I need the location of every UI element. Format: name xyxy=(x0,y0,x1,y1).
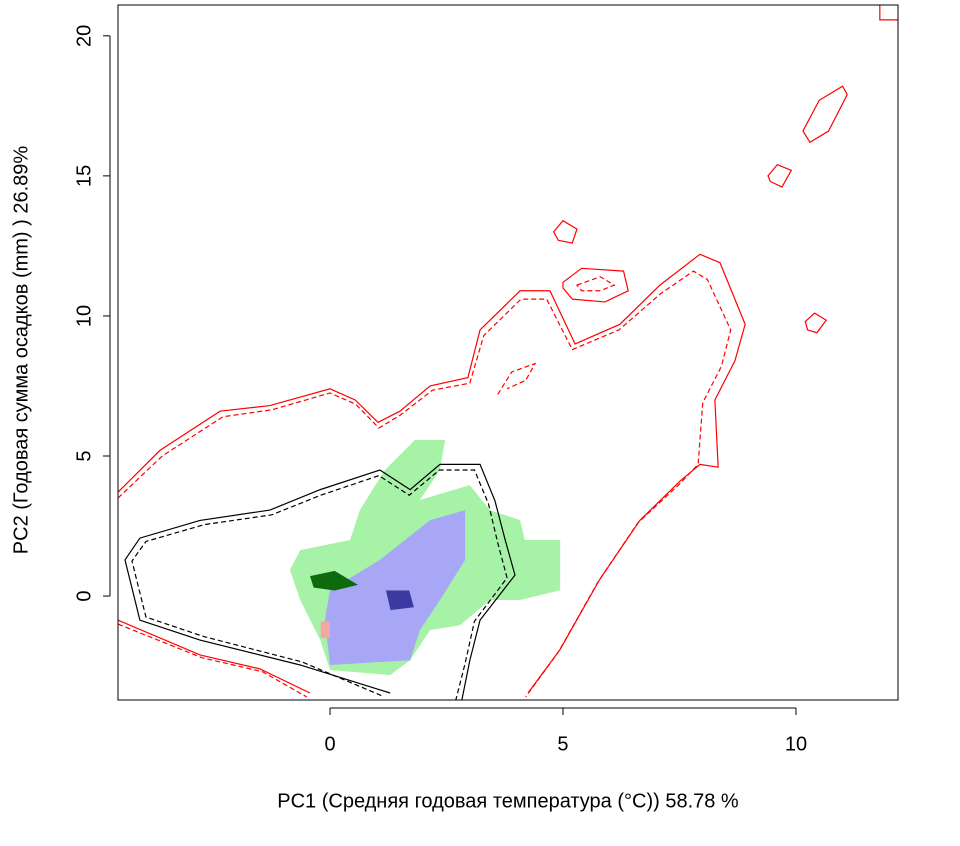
y-axis-label: PC2 (Годовая сумма осадков (mm) ) 26.89% xyxy=(10,146,32,555)
contour-line xyxy=(802,85,848,144)
contour-line xyxy=(879,5,898,21)
density-region xyxy=(324,510,466,665)
contour-line xyxy=(804,312,828,334)
y-tick-label: 15 xyxy=(73,165,95,187)
plot-area xyxy=(118,5,898,700)
plot-frame xyxy=(117,4,899,701)
x-tick-label: 0 xyxy=(324,733,335,755)
density-region xyxy=(385,590,414,611)
contour-line xyxy=(124,463,516,700)
contour-line xyxy=(497,362,537,395)
contour-line xyxy=(552,219,578,244)
contour-line xyxy=(575,276,616,292)
y-tick-label: 10 xyxy=(73,305,95,327)
x-tick-label: 10 xyxy=(785,733,807,755)
density-region xyxy=(320,621,331,639)
contour-line xyxy=(131,469,508,700)
contour-line xyxy=(118,270,732,698)
x-tick-label: 5 xyxy=(557,733,568,755)
y-tick-label: 5 xyxy=(73,450,95,461)
density-region xyxy=(309,570,358,591)
x-axis-label: PC1 (Средняя годовая температура (°C)) 5… xyxy=(277,790,739,812)
contour-line xyxy=(118,619,311,694)
contour-line xyxy=(562,267,629,303)
y-tick-label: 0 xyxy=(73,591,95,602)
contour-line xyxy=(767,163,793,188)
contour-line xyxy=(118,623,308,698)
y-tick-label: 20 xyxy=(73,25,95,47)
